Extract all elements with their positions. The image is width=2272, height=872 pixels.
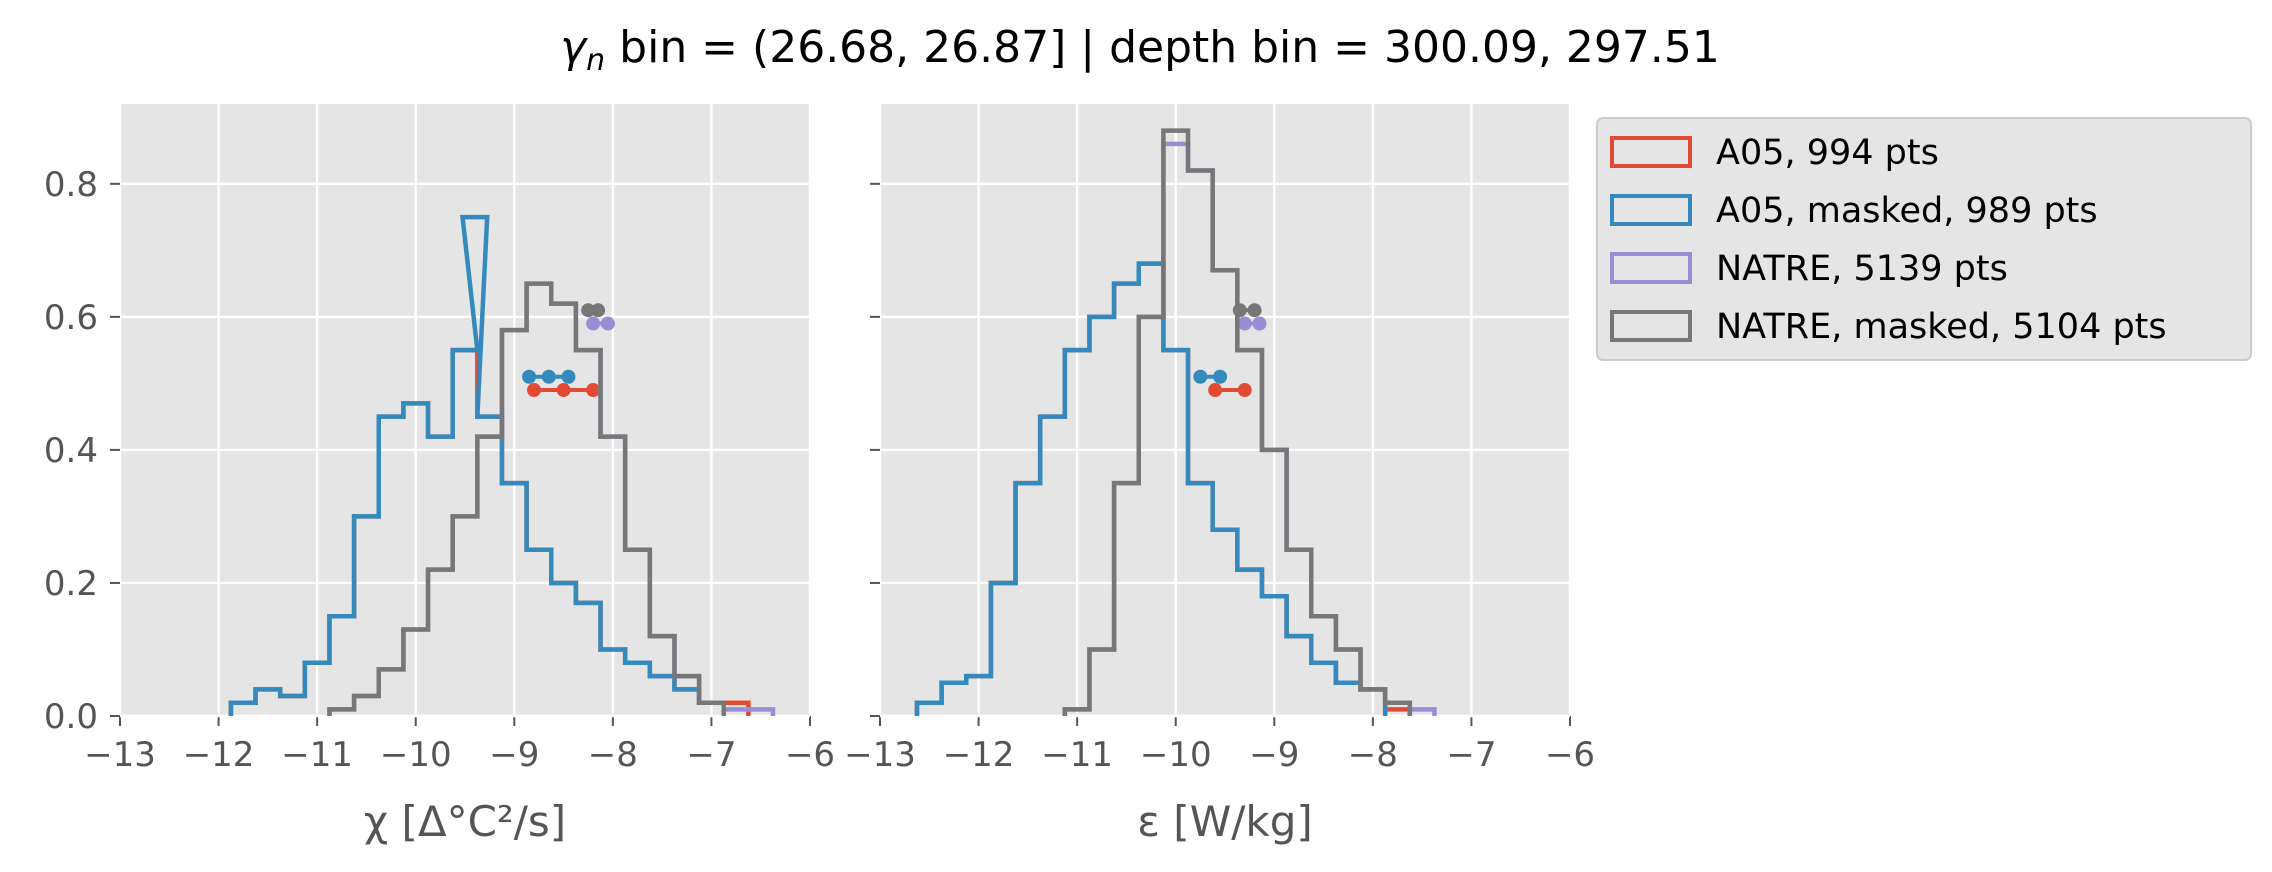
x-tick-label: −6 <box>1545 735 1595 775</box>
x-axis-label: ε [W/kg] <box>1137 797 1313 846</box>
y-tick-label: 0.6 <box>44 298 98 338</box>
legend: A05, 994 pts A05, masked, 989 pts NATRE, 5… <box>1596 117 2252 361</box>
legend-swatch <box>1610 136 1692 168</box>
chart-title: γn bin = (26.68, 26.87] | depth bin = 30… <box>560 22 1720 78</box>
percentile-marker <box>1247 303 1262 318</box>
percentile-marker <box>586 316 601 331</box>
percentile-marker <box>1193 369 1208 384</box>
x-tick-label: −11 <box>281 735 353 775</box>
percentile-marker <box>600 316 615 331</box>
percentile-marker <box>1237 316 1252 331</box>
histogram-series <box>327 281 726 716</box>
percentile-marker <box>581 303 596 318</box>
percentile-marker <box>1237 383 1252 398</box>
histogram-series <box>228 214 726 716</box>
percentile-marker <box>556 383 571 398</box>
x-axis-label: χ [Δ°C²/s] <box>364 797 566 846</box>
x-tick-label: −10 <box>1140 735 1212 775</box>
x-tick-label: −8 <box>588 735 638 775</box>
y-tick-label: 0.2 <box>44 564 98 604</box>
x-tick-label: −12 <box>943 735 1015 775</box>
percentile-marker <box>586 383 601 398</box>
legend-swatch <box>1610 310 1692 342</box>
x-tick-label: −12 <box>183 735 255 775</box>
x-tick-label: −13 <box>84 735 156 775</box>
plot-area <box>880 104 1570 716</box>
legend-box <box>1596 117 2252 361</box>
y-tick-label: 0.8 <box>44 165 98 205</box>
y-tick-label: 0.0 <box>44 697 98 737</box>
x-tick-label: −9 <box>1249 735 1299 775</box>
x-tick-label: −9 <box>489 735 539 775</box>
x-tick-label: −6 <box>785 735 835 775</box>
x-tick-label: −8 <box>1348 735 1398 775</box>
percentile-marker <box>1213 369 1228 384</box>
x-tick-label: −10 <box>380 735 452 775</box>
percentile-marker <box>1232 303 1247 318</box>
x-tick-label: −7 <box>1446 735 1496 775</box>
percentile-marker <box>1252 316 1267 331</box>
title-text: bin = (26.68, 26.87] | depth bin = 300.0… <box>605 22 1720 73</box>
x-tick-label: −11 <box>1041 735 1113 775</box>
legend-swatch <box>1610 194 1692 226</box>
x-tick-label: −13 <box>844 735 916 775</box>
chi-histogram-panel: −13 −12 −11 −10 −9 −8 −7 −6 0.0 0.2 0.4 0.6 0.8 χ [Δ°… <box>44 104 835 846</box>
title-subscript: n <box>586 43 605 78</box>
y-tick-label: 0.4 <box>44 431 98 471</box>
title-symbol: γ <box>560 22 588 73</box>
legend-swatch <box>1610 252 1692 284</box>
percentile-marker <box>541 369 556 384</box>
percentile-marker <box>561 369 576 384</box>
legend-label: NATRE, 5139 pts <box>1716 249 2008 289</box>
percentile-marker <box>522 369 537 384</box>
percentile-marker <box>591 303 606 318</box>
x-tick-label: −7 <box>686 735 736 775</box>
histogram-series <box>914 261 1388 716</box>
percentile-marker <box>1208 383 1223 398</box>
epsilon-histogram-panel: −13 −12 −11 −10 −9 −8 −7 −6 ε [W/kg] <box>844 104 1595 846</box>
legend-label: A05, 994 pts <box>1716 133 1939 173</box>
legend-label: NATRE, masked, 5104 pts <box>1716 307 2167 347</box>
legend-label: A05, masked, 989 pts <box>1716 191 2098 231</box>
plot-area <box>120 104 810 716</box>
percentile-marker <box>527 383 541 398</box>
